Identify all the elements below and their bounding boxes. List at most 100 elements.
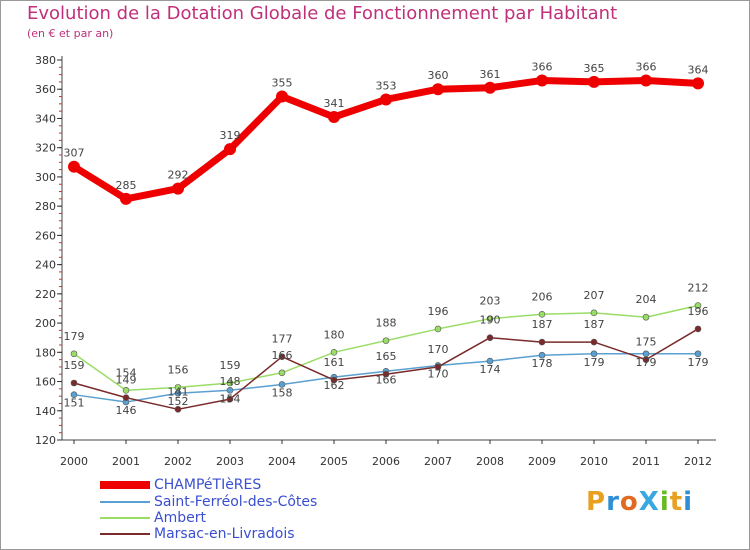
data-label: 207 bbox=[584, 289, 605, 302]
chart-title: Evolution de la Dotation Globale de Fonc… bbox=[27, 3, 618, 24]
y-tick-label: 240 bbox=[35, 259, 56, 272]
logo-letter: i bbox=[683, 487, 694, 517]
data-label: 148 bbox=[220, 375, 241, 388]
data-point bbox=[226, 387, 234, 394]
data-label: 366 bbox=[532, 60, 553, 73]
data-point bbox=[486, 334, 494, 341]
data-label: 285 bbox=[116, 179, 137, 192]
y-tick-label: 220 bbox=[35, 288, 56, 301]
data-label: 364 bbox=[688, 63, 709, 76]
legend-swatch bbox=[100, 517, 150, 519]
data-label: 292 bbox=[168, 169, 189, 182]
logo-letter: i bbox=[659, 487, 670, 517]
data-point bbox=[380, 93, 392, 106]
data-label: 206 bbox=[532, 290, 553, 303]
proxiti-logo: ProXiti bbox=[586, 487, 693, 517]
data-label: 151 bbox=[64, 397, 85, 410]
data-label: 353 bbox=[376, 79, 397, 92]
x-tick-label: 2005 bbox=[320, 455, 348, 468]
data-point bbox=[486, 357, 494, 365]
y-tick-label: 360 bbox=[35, 83, 56, 96]
data-point bbox=[642, 356, 650, 363]
data-point bbox=[330, 349, 338, 356]
data-point bbox=[174, 406, 182, 413]
y-tick-label: 200 bbox=[35, 317, 56, 330]
data-label: 355 bbox=[272, 77, 293, 90]
legend-item: CHAMPéTIèRES bbox=[100, 477, 261, 493]
data-label: 159 bbox=[64, 359, 85, 372]
x-tick-label: 2012 bbox=[684, 455, 712, 468]
data-point bbox=[278, 369, 286, 377]
legend-label: CHAMPéTIèRES bbox=[154, 477, 262, 493]
x-tick-label: 2002 bbox=[164, 455, 192, 468]
data-label: 170 bbox=[428, 343, 449, 356]
data-label: 188 bbox=[376, 317, 397, 330]
legend-label: Ambert bbox=[154, 510, 206, 526]
data-label: 203 bbox=[480, 295, 501, 308]
data-label: 196 bbox=[428, 305, 449, 318]
data-label: 156 bbox=[168, 363, 189, 376]
data-label: 175 bbox=[636, 336, 657, 349]
data-label: 341 bbox=[324, 97, 345, 110]
x-tick-label: 2010 bbox=[580, 455, 608, 468]
data-label: 179 bbox=[688, 356, 709, 369]
data-point bbox=[590, 309, 598, 317]
x-tick-label: 2001 bbox=[112, 455, 140, 468]
data-label: 174 bbox=[480, 363, 501, 376]
legend-item: Ambert bbox=[100, 510, 206, 526]
data-point bbox=[224, 143, 236, 156]
data-point bbox=[434, 363, 442, 371]
data-point bbox=[172, 182, 184, 195]
data-point bbox=[278, 381, 286, 388]
y-tick-label: 120 bbox=[35, 434, 56, 447]
x-tick-label: 2009 bbox=[528, 455, 556, 468]
data-point bbox=[278, 353, 286, 360]
data-label: 179 bbox=[636, 356, 657, 369]
data-point bbox=[382, 337, 390, 344]
data-point bbox=[226, 395, 234, 403]
data-label: 204 bbox=[636, 293, 657, 306]
y-tick-label: 280 bbox=[35, 200, 56, 213]
data-point bbox=[432, 83, 444, 96]
data-label: 178 bbox=[532, 357, 553, 370]
legend-label: Marsac-en-Livradois bbox=[154, 526, 295, 542]
data-label: 154 bbox=[116, 366, 137, 379]
data-label: 307 bbox=[64, 147, 85, 160]
data-point bbox=[68, 160, 80, 173]
data-point bbox=[122, 394, 130, 401]
y-tick-label: 160 bbox=[35, 376, 56, 389]
x-tick-label: 2000 bbox=[60, 455, 88, 468]
data-label: 161 bbox=[324, 356, 345, 369]
data-point bbox=[226, 379, 234, 387]
logo-letter: X bbox=[638, 487, 660, 517]
data-label: 360 bbox=[428, 69, 449, 82]
data-label: 187 bbox=[584, 318, 605, 331]
data-point bbox=[694, 325, 702, 333]
data-label: 179 bbox=[64, 330, 85, 343]
logo-letter: P bbox=[586, 487, 607, 517]
y-tick-label: 260 bbox=[35, 229, 56, 242]
data-point bbox=[174, 384, 182, 391]
data-label: 212 bbox=[688, 282, 709, 295]
data-label: 166 bbox=[376, 373, 397, 386]
data-label: 187 bbox=[532, 318, 553, 331]
data-label: 319 bbox=[220, 129, 241, 142]
x-tick-label: 2011 bbox=[632, 455, 660, 468]
logo-letter: r bbox=[606, 487, 620, 517]
data-label: 180 bbox=[324, 328, 345, 341]
x-tick-label: 2003 bbox=[216, 455, 244, 468]
data-label: 365 bbox=[584, 62, 605, 75]
data-point bbox=[588, 75, 600, 88]
legend-item: Marsac-en-Livradois bbox=[100, 526, 295, 542]
logo-letter: t bbox=[669, 487, 684, 517]
data-label: 152 bbox=[168, 395, 189, 408]
data-label: 165 bbox=[376, 350, 397, 363]
x-tick-label: 2004 bbox=[268, 455, 296, 468]
x-tick-label: 2007 bbox=[424, 455, 452, 468]
data-point bbox=[694, 350, 702, 358]
data-point bbox=[120, 192, 132, 205]
data-point bbox=[538, 311, 546, 318]
data-label: 190 bbox=[480, 314, 501, 327]
data-point bbox=[122, 387, 130, 394]
